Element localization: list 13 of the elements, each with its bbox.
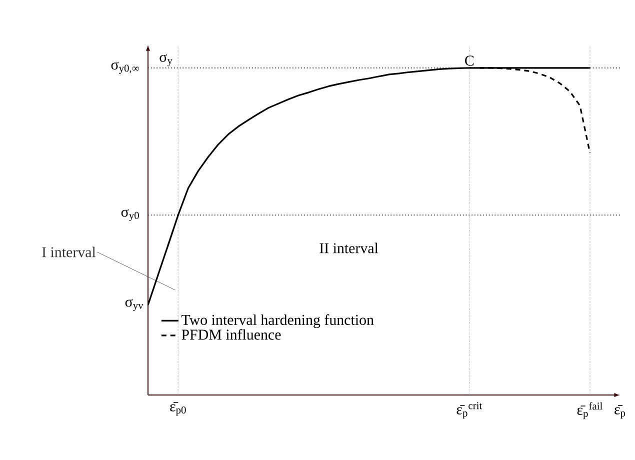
legend-label: PFDM influence: [182, 329, 281, 340]
y-axis-title: σ$_{y}$: [160, 54, 172, 66]
annotation: σ$_{yv}$: [125, 299, 144, 312]
ref-line-label: σ$_{y0}$: [121, 209, 139, 222]
ref-line-label: σ$_{y0,∞}$: [111, 62, 139, 74]
text: I interval: [42, 246, 96, 258]
annotation: II interval: [320, 242, 378, 254]
annotation: C: [465, 56, 474, 66]
x-tick-label: ε̄$_{p0}$: [170, 402, 186, 416]
x-tick-label: ε̄$_{p}$fail: [577, 402, 602, 420]
legend-label: Two interval hardening function: [181, 314, 374, 328]
x-axis-title: ε̄$_{p}$: [614, 405, 626, 419]
x-tick-label: ε̄$_{p}$crit: [456, 402, 482, 419]
